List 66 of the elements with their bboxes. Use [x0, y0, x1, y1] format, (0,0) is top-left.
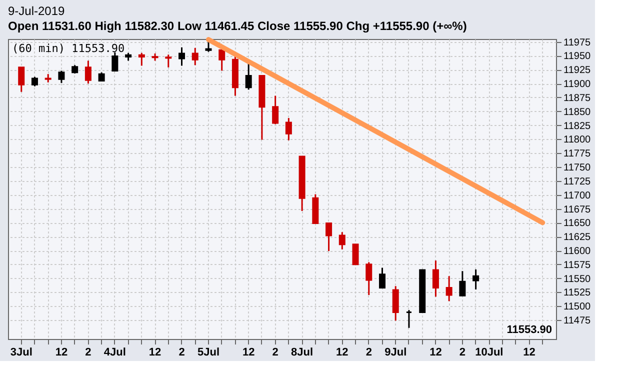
candlestick: [18, 66, 25, 93]
candlestick: [112, 52, 118, 72]
x-tick-label: 2: [272, 346, 278, 358]
annotation: (60 min) 11553.90: [12, 42, 125, 55]
candlestick: [218, 48, 226, 72]
candlestick: [472, 268, 480, 290]
y-tick-label: 11550: [564, 274, 592, 285]
y-tick-label: 11875: [564, 92, 592, 104]
annotation: 11553.90: [506, 324, 552, 336]
y-tick-label: 11900: [564, 79, 592, 90]
x-tick-label: 8Jul: [291, 346, 314, 358]
candlestick: [178, 46, 186, 66]
x-tick-label: 12: [336, 346, 348, 358]
x-tick-label: 9Jul: [384, 346, 407, 358]
x-tick-label: 4Jul: [104, 346, 126, 358]
candlestick: [138, 52, 145, 66]
y-tick-label: 11625: [564, 232, 592, 244]
candlestick: [459, 270, 466, 296]
y-tick-label: 11925: [564, 65, 592, 76]
y-tick-label: 11850: [564, 106, 592, 118]
candlestick: [406, 309, 412, 329]
candlestick: [245, 62, 252, 90]
x-tick-label: 12: [242, 346, 255, 358]
x-tick-label: 2: [366, 346, 372, 358]
candlestick: [165, 54, 172, 68]
x-tick-label: 2: [85, 346, 92, 358]
y-tick-label: 11950: [564, 51, 592, 62]
y-tick-label: 11600: [564, 246, 592, 258]
x-tick-label: 12: [523, 346, 536, 358]
candlestick: [31, 76, 38, 88]
candlestick: [392, 285, 399, 322]
candlestick: [326, 222, 332, 252]
y-tick-label: 11975: [564, 37, 592, 48]
y-tick-label: 11825: [564, 120, 592, 132]
y-tick-label: 11750: [564, 162, 592, 174]
candlestick: [285, 117, 292, 142]
y-tick-label: 11725: [564, 176, 592, 188]
y-tick-label: 11525: [564, 288, 592, 299]
candlestick: [352, 244, 359, 266]
y-tick-label: 11575: [564, 260, 592, 271]
y-tick-label: 11500: [564, 302, 592, 313]
candlestick: [432, 260, 439, 298]
candlestick: [338, 231, 346, 250]
candlestick: [366, 261, 372, 296]
y-tick-label: 11675: [564, 204, 592, 216]
candlestick: [192, 47, 198, 66]
candlestick: [58, 70, 65, 84]
y-tick-label: 11650: [564, 218, 592, 230]
y-tick-label: 11475: [564, 316, 592, 327]
chart-title: 9-Jul-2019: [8, 4, 66, 18]
candlestick: [378, 267, 386, 289]
x-tick-label: 2: [459, 346, 466, 358]
x-tick-label: 12: [148, 346, 162, 358]
x-tick-label: 12: [430, 346, 442, 358]
y-tick-label: 11800: [564, 134, 592, 146]
x-tick-label: 5Jul: [197, 346, 220, 358]
candlestick: [272, 95, 279, 125]
y-tick-label: 11775: [564, 148, 592, 160]
x-tick-label: 2: [178, 346, 185, 358]
x-tick-label: 3Jul: [10, 346, 32, 358]
chart-subtitle: Open 11531.60 High 11582.30 Low 11461.45 Close 11555.90 Chg +11555.90 (+∞%): [8, 18, 467, 33]
candlestick: [446, 275, 452, 302]
candlestick: [84, 60, 92, 84]
x-tick-label: 10Jul: [475, 346, 504, 358]
y-tick-label: 11700: [564, 190, 592, 202]
x-tick-label: 12: [55, 346, 68, 358]
